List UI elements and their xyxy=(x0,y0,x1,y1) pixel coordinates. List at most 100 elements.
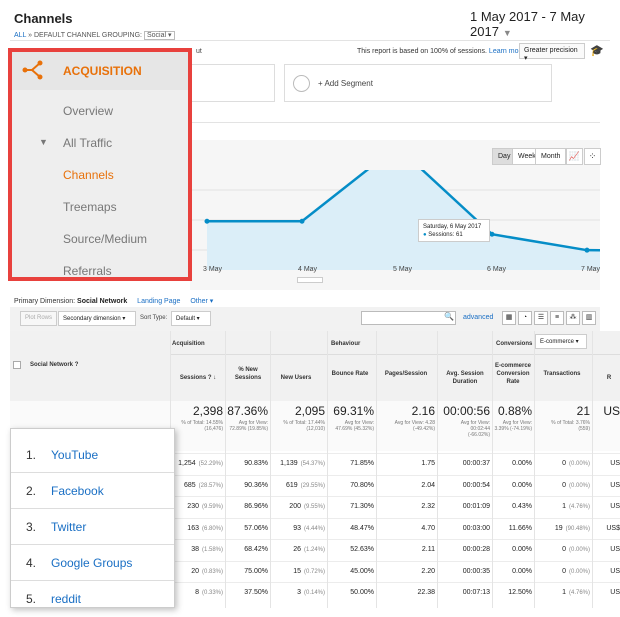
col-transactions[interactable]: Transactions xyxy=(543,371,581,377)
menu-item-overview[interactable]: Overview xyxy=(63,104,114,118)
col-new-sessions[interactable]: % New Sessions xyxy=(234,367,262,381)
table-cell: 1.75 xyxy=(421,460,435,467)
data-point[interactable] xyxy=(489,231,495,237)
advanced-filter-link[interactable]: advanced xyxy=(463,314,494,321)
date-range-picker[interactable]: 1 May 2017 - 7 May 2017 ▼ xyxy=(470,9,620,39)
row-divider xyxy=(170,560,620,562)
col-sessions[interactable]: Sessions ? ↓ xyxy=(179,375,217,381)
other-dimension-link[interactable]: Other ▾ xyxy=(190,298,214,305)
data-point[interactable] xyxy=(204,218,210,224)
add-segment-card[interactable] xyxy=(284,64,552,102)
social-network-link[interactable]: Google Groups xyxy=(51,556,133,570)
conversions-group-header: Conversions xyxy=(496,341,533,347)
term-cloud-icon[interactable]: ⁂ xyxy=(566,311,580,325)
table-cell: 86.96% xyxy=(244,503,268,510)
col-pages-session[interactable]: Pages/Session xyxy=(384,371,428,377)
menu-item-channels[interactable]: Channels xyxy=(63,168,114,182)
social-network-link[interactable]: YouTube xyxy=(51,448,99,462)
list-item: 2. Facebook xyxy=(11,473,174,509)
sessions-line xyxy=(207,170,600,252)
cell-value: 3 xyxy=(297,589,301,596)
cell-value: 90.83% xyxy=(244,460,268,467)
menu-item-source-medium[interactable]: Source/Medium xyxy=(63,232,148,246)
data-point[interactable] xyxy=(299,218,305,224)
partial-label: ut xyxy=(196,48,202,55)
table-cell: 1 (4.76%) xyxy=(562,503,590,510)
cell-percent: (4.44%) xyxy=(303,525,325,532)
table-cell: 00:00:28 xyxy=(463,546,490,553)
pivot-view-icon[interactable]: ▥ xyxy=(582,311,596,325)
breadcrumb-all-link[interactable]: ALL xyxy=(14,32,27,39)
cell-value: 00:00:54 xyxy=(462,481,490,489)
line-chart-icon[interactable]: 📈 xyxy=(566,148,583,165)
col-revenue[interactable]: R xyxy=(606,375,612,381)
table-cell: 38 (1.58%) xyxy=(191,546,223,553)
cell-value: 0.43% xyxy=(512,503,532,510)
landing-page-link[interactable]: Landing Page xyxy=(137,298,181,305)
social-network-link[interactable]: reddit xyxy=(51,592,82,606)
select-all-checkbox[interactable] xyxy=(13,361,21,369)
graduation-cap-icon[interactable]: 🎓 xyxy=(590,45,604,57)
cell-value: 00:01:09 xyxy=(462,503,490,510)
row-divider xyxy=(170,517,620,519)
cell-value: 0.00% xyxy=(512,567,532,575)
sort-type-select[interactable]: Default ▾ xyxy=(171,311,211,326)
comparison-view-icon[interactable]: ≡ xyxy=(550,311,564,325)
col-bounce-rate[interactable]: Bounce Rate xyxy=(331,371,369,377)
cell-value: 8 xyxy=(195,589,199,596)
cell-value: 90.36% xyxy=(244,481,268,489)
cell-value: 685 xyxy=(183,481,196,489)
expand-caret-icon[interactable]: ▼ xyxy=(39,137,48,147)
dim-column-header[interactable]: Social Network ? xyxy=(30,361,78,369)
pie-view-icon[interactable]: ◔ xyxy=(518,311,532,325)
table-cell: 93 (4.44%) xyxy=(293,525,325,532)
cell-percent: (0.72%) xyxy=(303,568,325,575)
acquisition-menu: ACQUISITION Overview ▼ All Traffic Chann… xyxy=(8,48,192,281)
social-network-link[interactable]: Twitter xyxy=(51,520,87,534)
menu-item-referrals[interactable]: Referrals xyxy=(63,264,112,278)
segment-card-all-users[interactable] xyxy=(190,64,275,102)
table-cell: 11.66% xyxy=(509,525,532,532)
precision-select[interactable]: Greater precision ▾ xyxy=(519,43,585,62)
cell-value: 230 xyxy=(187,503,199,510)
data-point[interactable] xyxy=(584,247,590,253)
social-network-list: 1. YouTube 2. Facebook 3. Twitter 4. Goo… xyxy=(10,428,175,608)
month-toggle[interactable]: Month xyxy=(535,148,567,165)
col-new-users[interactable]: New Users xyxy=(280,375,312,381)
channel-grouping-select[interactable]: Social ▾ xyxy=(143,31,175,40)
secondary-dimension-select[interactable]: Secondary dimension ▾ xyxy=(58,311,136,326)
chart-resize-handle[interactable] xyxy=(297,277,323,283)
cell-value: 0.00% xyxy=(512,460,532,467)
table-cell: 0.43% xyxy=(512,503,532,510)
menu-item-treemaps[interactable]: Treemaps xyxy=(63,200,117,214)
plot-rows-button[interactable]: Plot Rows xyxy=(20,311,58,326)
cell-value: 1,139 xyxy=(280,460,298,467)
ecommerce-goal-select[interactable]: E-commerce ▾ xyxy=(535,334,587,349)
cell-percent: (0.83%) xyxy=(201,568,223,575)
date-range-label: 1 May 2017 - 7 May 2017 xyxy=(470,9,585,39)
col-avg-duration[interactable]: Avg. Session Duration xyxy=(446,371,484,385)
acquisition-header[interactable] xyxy=(12,52,188,90)
table-search-input[interactable] xyxy=(361,311,456,325)
cell-value: 38 xyxy=(191,546,199,553)
week-toggle[interactable]: Week xyxy=(512,148,542,165)
col-conversion-rate[interactable]: E-commerce Conversion Rate xyxy=(494,363,532,385)
table-cell: 37.50% xyxy=(244,589,268,596)
cell-value: US xyxy=(610,567,620,575)
performance-view-icon[interactable]: ☰ xyxy=(534,311,548,325)
sort-type-label: Sort Type: xyxy=(140,315,168,321)
motion-chart-icon[interactable]: ⁘ xyxy=(584,148,601,165)
learn-more-link[interactable]: Learn more xyxy=(488,48,525,55)
table-cell: 8 (0.33%) xyxy=(195,589,223,596)
menu-item-all-traffic[interactable]: All Traffic xyxy=(63,136,113,150)
list-item-number: 2. xyxy=(26,484,37,498)
col-divider xyxy=(534,331,535,608)
table-view-icon[interactable]: ▦ xyxy=(502,311,516,325)
list-item: 4. Google Groups xyxy=(11,545,174,581)
social-network-link[interactable]: Facebook xyxy=(51,484,104,498)
channel-grouping-value: Social xyxy=(146,32,167,39)
cell-value: 1.75 xyxy=(421,460,435,467)
search-icon[interactable]: 🔍 xyxy=(444,312,454,321)
row-divider xyxy=(170,474,620,476)
totals-value: 87.36% xyxy=(227,404,268,418)
